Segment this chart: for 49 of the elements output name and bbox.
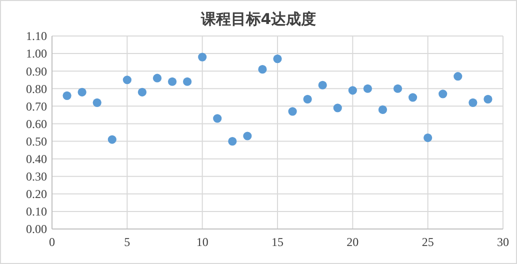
point: [92, 98, 102, 107]
point: [62, 91, 72, 100]
y-tick-label: 1.10: [26, 29, 47, 44]
y-tick-label: 0.30: [26, 170, 47, 184]
x-tick-label: 30: [497, 235, 509, 249]
x-tick-label: 5: [124, 235, 130, 249]
y-tick-label: 0.60: [26, 116, 47, 131]
x-tick-label: 15: [272, 235, 284, 249]
point: [438, 90, 448, 98]
point: [138, 88, 146, 96]
y-tick-label: 0.90: [26, 64, 47, 78]
point: [198, 52, 207, 62]
point: [393, 84, 402, 93]
point: [378, 105, 388, 114]
point: [213, 114, 222, 123]
point: [303, 94, 312, 104]
y-tick-label: 0.40: [26, 152, 47, 166]
point: [152, 74, 162, 82]
y-tick-label: 0.70: [26, 99, 47, 114]
point: [288, 107, 297, 116]
point: [183, 77, 192, 86]
y-tick-label: 0.20: [26, 187, 47, 202]
point: [258, 65, 267, 74]
point: [78, 88, 86, 96]
point: [363, 84, 372, 93]
chart-title: 课程目标4达成度: [200, 10, 316, 28]
y-tick-label: 0.50: [26, 134, 47, 148]
y-tick-label: 0.00: [26, 222, 47, 236]
point: [228, 136, 237, 146]
point: [454, 72, 462, 81]
point: [468, 98, 478, 107]
point: [108, 135, 116, 144]
point: [243, 132, 252, 140]
point: [318, 80, 327, 90]
x-tick-label: 10: [196, 235, 208, 249]
x-tick-label: 0: [49, 235, 55, 249]
point: [408, 93, 418, 102]
x-tick-label: 25: [422, 235, 434, 249]
x-tick-label: 20: [346, 235, 359, 249]
point: [484, 94, 492, 104]
point: [424, 133, 432, 142]
y-tick-label: 0.10: [26, 204, 47, 219]
y-tick-label: 0.80: [26, 82, 47, 96]
y-tick-label: 1.00: [26, 46, 47, 61]
point: [122, 76, 132, 84]
point: [333, 104, 342, 112]
point: [348, 86, 357, 95]
point: [168, 77, 177, 86]
point: [273, 54, 282, 64]
